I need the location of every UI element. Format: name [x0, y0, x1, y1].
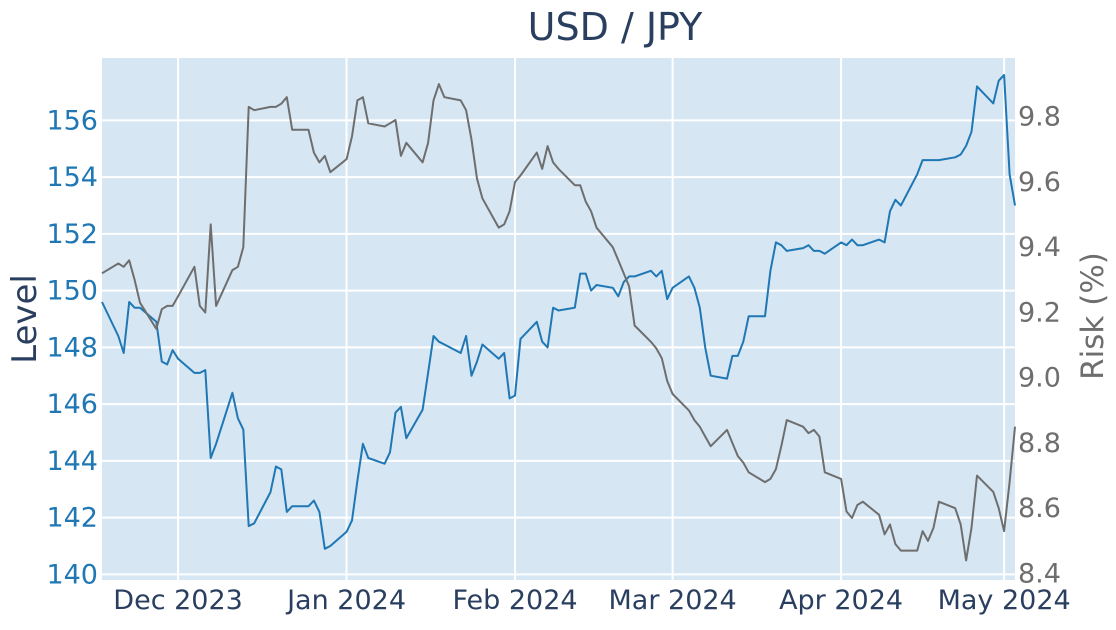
- risk-series-line: [101, 83, 1016, 562]
- left-tick-label: 152: [46, 219, 98, 250]
- x-axis-ticks: Dec 2023 Jan 2024 Feb 2024 Mar 2024 Apr 2024…: [113, 585, 1070, 616]
- right-tick-label: 8.4: [1018, 558, 1061, 589]
- x-tick-label: Apr 2024: [779, 585, 903, 616]
- left-tick-label: 154: [46, 162, 98, 193]
- right-tick-label: 9.6: [1018, 167, 1061, 198]
- left-tick-label: 142: [46, 503, 98, 534]
- right-tick-label: 8.8: [1018, 428, 1061, 459]
- right-tick-label: 9.0: [1018, 363, 1061, 394]
- right-tick-label: 9.2: [1018, 297, 1061, 328]
- left-tick-label: 156: [46, 105, 98, 136]
- left-tick-label: 144: [46, 446, 98, 477]
- left-axis-label: Level: [5, 274, 45, 364]
- series-layer: [101, 74, 1016, 562]
- right-axis-label: Risk (%): [1075, 252, 1111, 380]
- left-tick-label: 150: [46, 276, 98, 307]
- level-series-line: [101, 74, 1016, 550]
- x-tick-label: Mar 2024: [609, 585, 737, 616]
- left-tick-label: 140: [46, 559, 98, 590]
- x-tick-label: Dec 2023: [113, 585, 243, 616]
- right-tick-label: 9.4: [1018, 232, 1061, 263]
- left-tick-label: 148: [46, 332, 98, 363]
- left-tick-label: 146: [46, 389, 98, 420]
- x-tick-label: May 2024: [938, 585, 1071, 616]
- x-tick-label: Jan 2024: [285, 585, 406, 616]
- right-tick-label: 9.8: [1018, 102, 1061, 133]
- plot-background: [102, 58, 1015, 580]
- right-tick-label: 8.6: [1018, 493, 1061, 524]
- right-axis-ticks: 8.4 8.6 8.8 9.0 9.2 9.4 9.6 9.8: [1018, 102, 1061, 590]
- grid-layer: [102, 58, 1015, 580]
- x-tick-label: Feb 2024: [452, 585, 577, 616]
- chart-title: USD / JPY: [528, 5, 703, 49]
- left-axis-ticks: 140 142 144 146 148 150 152 154 156: [46, 105, 98, 590]
